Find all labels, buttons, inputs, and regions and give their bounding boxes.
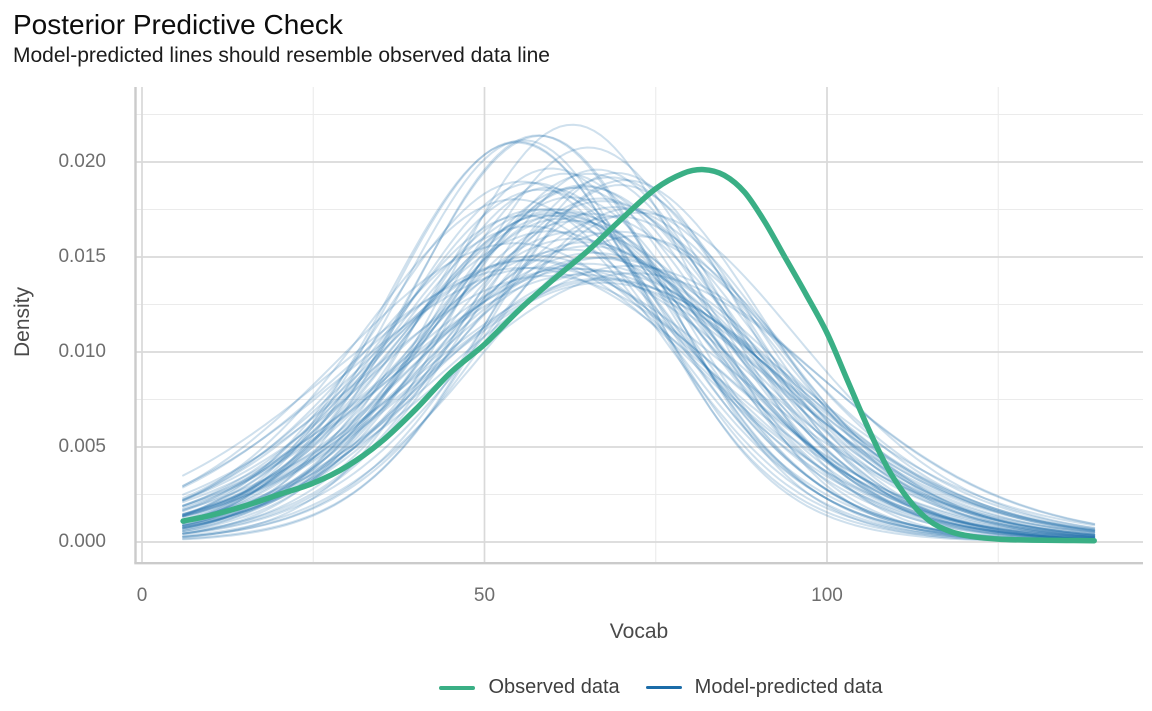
model-predicted-curve	[182, 230, 1096, 534]
model-predicted-curve	[182, 212, 1096, 536]
model-predicted-curve	[182, 134, 1096, 543]
model-predicted-curve	[182, 214, 1096, 541]
model-predicted-curve	[182, 123, 1096, 543]
model-predicted-curve	[182, 211, 1096, 539]
model-predicted-curve	[182, 275, 1096, 538]
model-predicted-curve	[182, 186, 1096, 541]
model-predicted-curve	[182, 220, 1096, 540]
model-predicted-curve	[182, 251, 1096, 532]
model-predicted-curve	[182, 211, 1096, 539]
model-predicted-curve	[182, 146, 1096, 540]
x-tick-label: 0	[136, 585, 148, 606]
model-predicted-curve	[182, 184, 1096, 541]
model-predicted-curve	[182, 259, 1096, 540]
model-predicted-curve	[182, 140, 1096, 543]
legend: Observed data Model-predicted data	[85, 676, 1152, 699]
model-predicted-curve	[182, 264, 1096, 526]
model-predicted-curve	[182, 281, 1096, 531]
model-predicted-curve	[182, 211, 1096, 535]
model-predicted-curve	[182, 273, 1096, 532]
model-predicted-curve	[182, 208, 1096, 541]
model-predicted-curve	[182, 230, 1096, 530]
model-predicted-curve	[182, 256, 1096, 536]
y-tick-label: 0.000	[58, 531, 106, 552]
model-predicted-curve	[182, 241, 1096, 541]
legend-label-observed: Observed data	[488, 676, 620, 698]
model-predicted-curve	[182, 198, 1096, 543]
legend-item-observed: Observed data	[439, 676, 620, 699]
model-predicted-curve	[182, 141, 1096, 543]
model-predicted-curve	[182, 181, 1096, 543]
model-predicted-curve	[182, 196, 1096, 543]
model-predicted-curve	[182, 134, 1096, 543]
model-predicted-curve	[182, 172, 1096, 541]
model-predicted-curve	[182, 279, 1096, 527]
model-predicted-curve	[182, 214, 1096, 543]
model-predicted-curve	[182, 262, 1096, 533]
x-tick-label: 50	[473, 585, 496, 606]
model-predicted-curve	[182, 267, 1096, 534]
model-predicted-curve	[182, 207, 1096, 538]
model-predicted-curve	[182, 266, 1096, 534]
model-predicted-curve	[182, 171, 1096, 541]
y-tick-label: 0.015	[58, 246, 106, 267]
model-predicted-curve	[182, 242, 1096, 539]
model-predicted-curve	[182, 245, 1096, 539]
observed-line-key-icon	[439, 685, 476, 690]
model-predicted-curve	[182, 172, 1096, 542]
model-predicted-curve	[182, 235, 1096, 537]
model-predicted-curve	[182, 206, 1096, 537]
model-predicted-curve	[182, 186, 1096, 543]
model-predicted-curve	[182, 197, 1096, 541]
model-predicted-curve	[182, 176, 1096, 541]
model-predicted-curve	[182, 254, 1096, 540]
model-predicted-curve	[182, 208, 1096, 540]
model-predicted-curve	[182, 270, 1096, 531]
model-predicted-curve	[182, 215, 1096, 538]
model-predicted-curve	[182, 256, 1096, 533]
y-tick-label: 0.005	[58, 436, 106, 457]
model-predicted-curve	[182, 237, 1096, 537]
model-predicted-curve	[182, 179, 1096, 539]
x-axis-title: Vocab	[609, 620, 669, 643]
chart-subtitle: Model-predicted lines should resemble ob…	[13, 44, 550, 67]
y-axis-title: Density	[11, 286, 34, 358]
model-predicted-curve	[182, 188, 1096, 543]
x-tick-label: 100	[811, 585, 843, 606]
model-predicted-curve	[182, 230, 1096, 540]
model-predicted-curve	[182, 248, 1096, 536]
model-predicted-curve	[182, 266, 1096, 538]
observed-curve	[180, 166, 1097, 544]
model-predicted-curve	[182, 277, 1096, 532]
chart-title: Posterior Predictive Check	[13, 9, 343, 40]
model-predicted-curve	[182, 185, 1096, 540]
y-tick-label: 0.010	[58, 341, 106, 362]
predicted-line-key-icon	[645, 686, 682, 689]
model-predicted-curve	[182, 272, 1096, 525]
model-predicted-curve	[182, 184, 1096, 541]
model-predicted-curve	[182, 139, 1096, 543]
y-tick-label: 0.020	[58, 151, 106, 172]
legend-label-predicted: Model-predicted data	[694, 676, 883, 698]
legend-item-predicted: Model-predicted data	[645, 676, 883, 699]
model-predicted-curve	[182, 267, 1096, 536]
model-predicted-curve	[182, 258, 1096, 537]
